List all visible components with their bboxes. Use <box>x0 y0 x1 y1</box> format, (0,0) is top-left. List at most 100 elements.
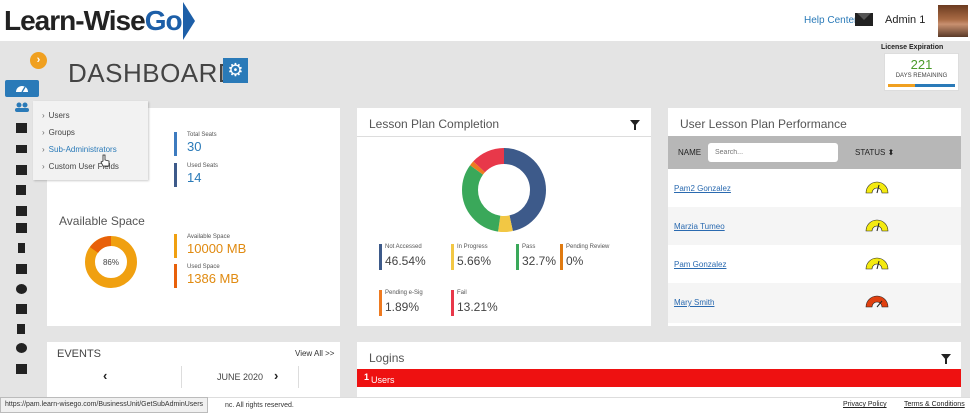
chevron-right-icon: › <box>42 145 45 154</box>
space-donut-label: 86% <box>103 258 119 267</box>
license-progress-bar <box>888 84 955 87</box>
flyout-item-custom-user-fields[interactable]: › Custom User Fields <box>42 162 119 171</box>
envelope-icon[interactable] <box>16 304 27 314</box>
legend-bar <box>379 244 382 270</box>
legend-bar <box>451 290 454 316</box>
flyout-item-groups[interactable]: › Groups <box>42 128 75 137</box>
calendar-prev-button[interactable]: ‹ <box>103 368 108 383</box>
license-box: 221 DAYS REMAINING <box>884 53 959 91</box>
logo-arrow-icon <box>182 2 195 40</box>
name-search-input[interactable] <box>708 143 838 162</box>
license-days: 221 <box>910 57 933 72</box>
license-days-label: DAYS REMAINING <box>895 73 948 79</box>
used-seats-value: 14 <box>187 170 202 185</box>
settings-icon[interactable] <box>16 343 27 353</box>
calendar-month: JUNE 2020 <box>181 366 299 388</box>
app-logo[interactable]: Learn-Wise Go <box>4 2 195 40</box>
gauge-icon <box>865 257 889 270</box>
table-row: Pam2 Gonzalez <box>668 169 961 207</box>
table-row: Mary Smith <box>668 283 961 323</box>
used-seats-bar <box>174 163 177 187</box>
calendar-header: ‹ JUNE 2020 › <box>81 366 337 388</box>
chevron-right-icon: › <box>42 162 45 171</box>
used-space-value: 1386 MB <box>187 271 240 286</box>
top-header: Learn-Wise Go Help Center Admin 1 <box>0 0 970 41</box>
column-header-name[interactable]: NAME <box>678 148 702 157</box>
panel-divider <box>357 136 651 137</box>
lesson-plan-donut <box>462 148 546 232</box>
calendar-next-button[interactable]: › <box>274 368 279 383</box>
column-header-status[interactable]: STATUS ⬍ <box>855 148 895 157</box>
user-link[interactable]: Marzia Tumeo <box>674 222 725 231</box>
admin-name[interactable]: Admin 1 <box>885 14 926 26</box>
chart-icon[interactable] <box>16 223 27 233</box>
flyout-item-users[interactable]: › Users <box>42 111 70 120</box>
status-bar-url: https://pam.learn-wisego.com/BusinessUni… <box>0 397 209 413</box>
document-icon[interactable] <box>17 324 25 334</box>
terms-link[interactable]: Terms & Conditions <box>904 401 965 408</box>
legend-bar <box>379 290 382 316</box>
never-logged-in-banner[interactable]: Users never logged in 1 <box>357 369 961 415</box>
sidebar-item-dashboard[interactable] <box>5 80 39 97</box>
license-label: License Expiration <box>881 44 944 51</box>
banner-count: 1 <box>364 372 370 382</box>
space-donut: 86% <box>85 236 137 288</box>
events-panel: EVENTS View All >> ‹ JUNE 2020 › <box>47 342 340 397</box>
settings-button[interactable]: ⚙ <box>223 58 248 83</box>
table-row: Pam Gonzalez <box>668 245 961 283</box>
total-seats-bar <box>174 132 177 156</box>
chevron-right-icon: › <box>42 128 45 137</box>
space-title: Available Space <box>59 214 145 228</box>
library-icon[interactable] <box>16 165 27 175</box>
logo-text: Learn-Wise <box>4 5 146 36</box>
flyout-item-sub-administrators[interactable]: › Sub-Administrators <box>42 145 117 154</box>
gauge-icon <box>865 295 889 308</box>
events-view-all-link[interactable]: View All >> <box>295 349 335 358</box>
help-center-link[interactable]: Help Center <box>804 15 858 26</box>
privacy-policy-link[interactable]: Privacy Policy <box>843 401 887 408</box>
table-row: Marzia Tumeo <box>668 207 961 245</box>
filter-icon[interactable] <box>941 354 951 364</box>
sidebar-toggle-button[interactable]: › <box>30 52 47 69</box>
users-icon[interactable] <box>15 102 29 112</box>
legend-bar <box>516 244 519 270</box>
calendar-icon[interactable] <box>16 364 27 374</box>
available-space-bar <box>174 234 177 258</box>
avatar[interactable] <box>938 5 968 37</box>
gear-icon: ⚙ <box>227 60 244 80</box>
grid-icon[interactable] <box>16 123 27 133</box>
available-space-value: 10000 MB <box>187 241 247 256</box>
events-title: EVENTS <box>57 348 102 360</box>
hand-cursor-icon <box>100 154 110 167</box>
logo-accent: Go <box>144 5 183 36</box>
used-space-label: Used Space <box>187 264 220 270</box>
used-seats-label: Used Seats <box>187 163 219 169</box>
total-seats-value: 30 <box>187 139 202 154</box>
user-link[interactable]: Pam Gonzalez <box>674 260 727 269</box>
card-icon[interactable] <box>16 145 27 153</box>
used-space-bar <box>174 264 177 288</box>
performance-panel: User Lesson Plan Performance NAME STATUS… <box>668 108 961 326</box>
users-flyout-menu: › Users › Groups › Sub-Administrators › Cust… <box>33 101 148 180</box>
print-icon[interactable] <box>16 264 27 274</box>
filter-icon[interactable] <box>630 120 640 130</box>
total-seats-label: Total Seats <box>187 132 217 138</box>
pie-icon[interactable] <box>16 284 27 294</box>
trophy-icon[interactable] <box>16 206 27 216</box>
lesson-plan-title: Lesson Plan Completion <box>369 117 500 131</box>
sidebar <box>0 41 46 397</box>
performance-table-header: NAME STATUS ⬍ <box>668 136 961 169</box>
footer <box>0 397 970 415</box>
mobile-icon[interactable] <box>18 243 25 253</box>
copyright-text: nc. All rights reserved. <box>225 402 294 409</box>
sort-icon: ⬍ <box>885 148 895 157</box>
logins-panel: Logins Users never logged in 1 <box>357 342 961 415</box>
user-link[interactable]: Pam2 Gonzalez <box>674 184 731 193</box>
share-icon[interactable] <box>16 185 26 195</box>
page-title: DASHBOARD <box>68 58 238 88</box>
lesson-plan-panel: Lesson Plan Completion Not Accessed 46.5… <box>357 108 651 326</box>
mail-icon[interactable] <box>855 13 873 26</box>
user-link[interactable]: Mary Smith <box>674 298 715 307</box>
dashboard-icon <box>16 86 28 93</box>
logins-title: Logins <box>369 351 405 365</box>
